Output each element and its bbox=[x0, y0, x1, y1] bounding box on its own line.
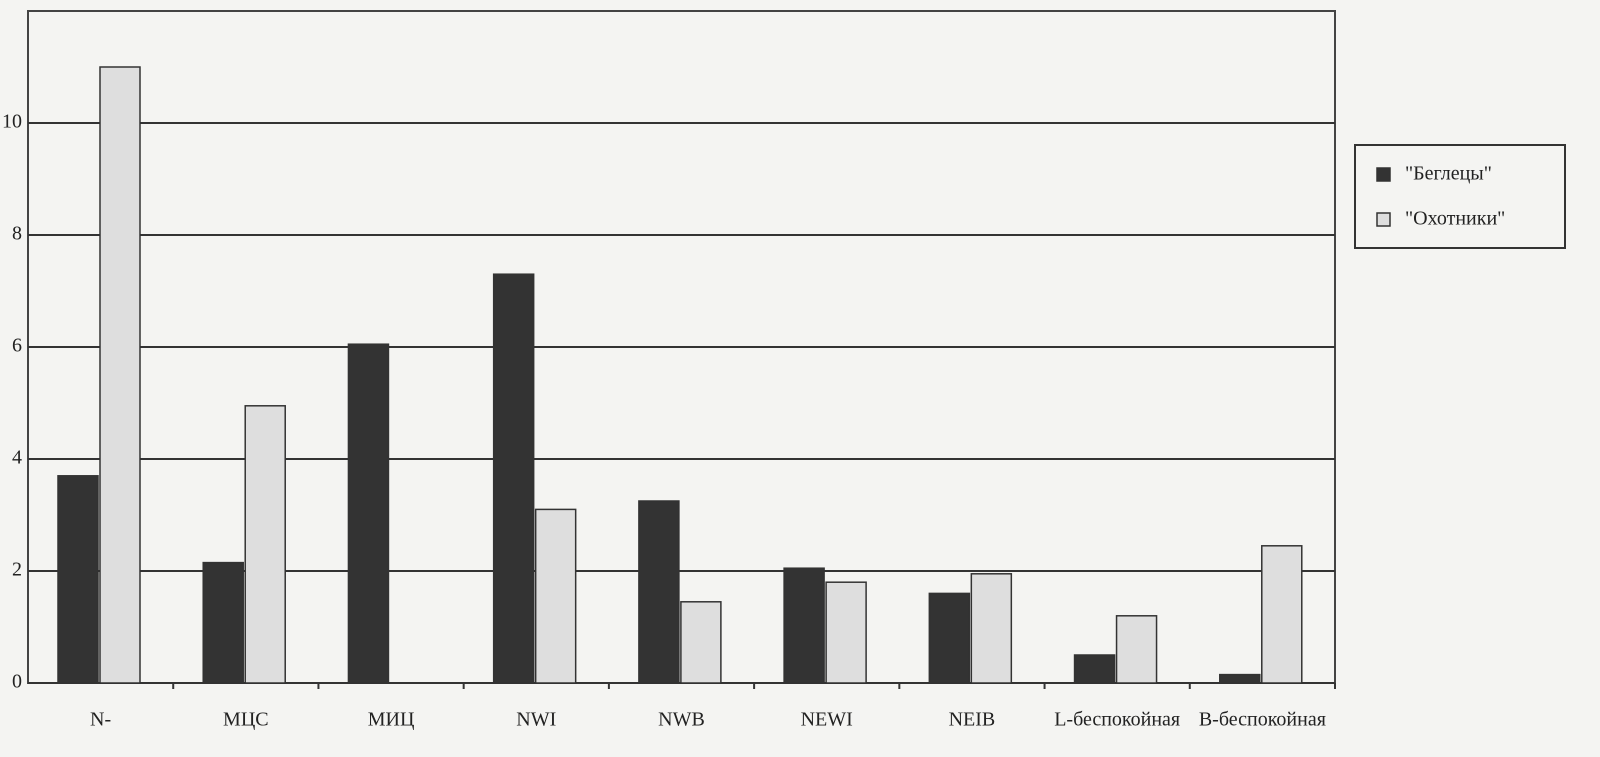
bar bbox=[492, 273, 535, 684]
bar bbox=[1115, 615, 1158, 684]
y-tick-label: 2 bbox=[12, 559, 22, 581]
legend-box bbox=[1354, 144, 1566, 249]
bar bbox=[57, 475, 99, 684]
bar bbox=[1073, 654, 1116, 684]
bar bbox=[534, 508, 577, 684]
x-tick-label: NEIB bbox=[949, 709, 996, 731]
x-tick-label: МИЦ bbox=[368, 709, 415, 731]
legend-label: "Беглецы" bbox=[1405, 163, 1492, 185]
bar bbox=[99, 66, 141, 684]
bar bbox=[680, 601, 722, 684]
y-tick-label: 4 bbox=[12, 447, 22, 469]
x-tick-label: МЦС bbox=[223, 709, 269, 731]
x-tick-label: N- bbox=[90, 709, 111, 731]
bar bbox=[202, 561, 244, 684]
bar bbox=[783, 567, 825, 684]
bar bbox=[928, 592, 971, 684]
bar bbox=[638, 500, 680, 684]
legend-swatch bbox=[1376, 167, 1391, 182]
x-tick-label: NWI bbox=[516, 709, 556, 731]
bar bbox=[1219, 673, 1261, 684]
y-tick-label: 0 bbox=[12, 671, 22, 693]
x-tick-label: B-беспокойная bbox=[1199, 709, 1326, 731]
y-tick-label: 8 bbox=[12, 223, 22, 245]
x-tick-label: NEWI bbox=[801, 709, 853, 731]
bar bbox=[825, 581, 867, 684]
legend-label: "Охотники" bbox=[1405, 208, 1505, 230]
bar bbox=[244, 405, 286, 684]
bar bbox=[970, 573, 1013, 684]
y-tick-label: 6 bbox=[12, 335, 22, 357]
x-tick-label: L-беспокойная bbox=[1054, 709, 1180, 731]
x-tick-label: NWB bbox=[658, 709, 705, 731]
bar bbox=[1261, 545, 1303, 684]
legend-swatch bbox=[1376, 212, 1391, 227]
y-tick-label: 10 bbox=[2, 111, 22, 133]
bar bbox=[347, 343, 390, 684]
